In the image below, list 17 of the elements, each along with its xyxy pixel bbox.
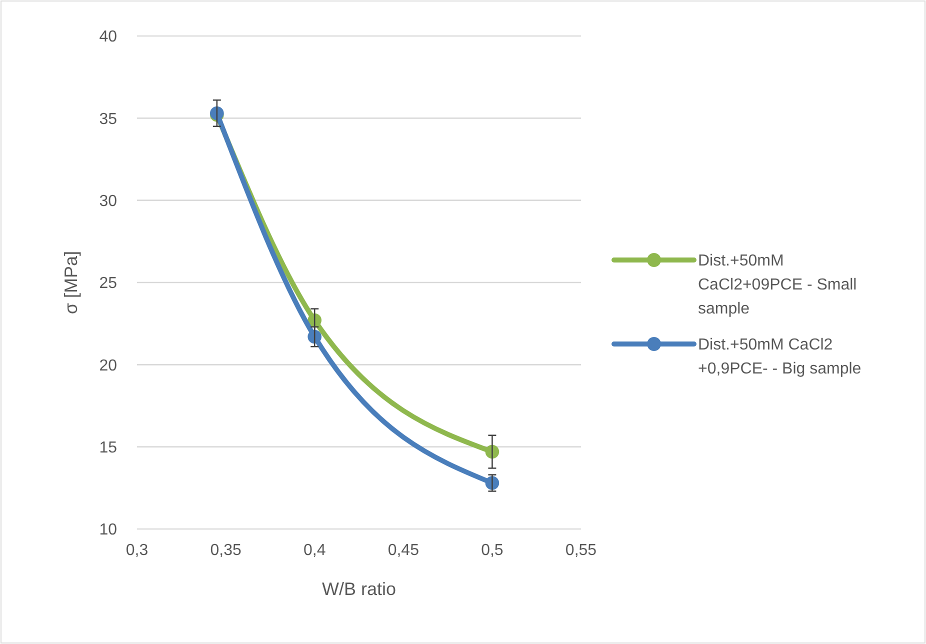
legend-label: Dist.+50mM CaCl2+09PCE - Small sample <box>698 252 857 318</box>
x-tick-label: 0,45 <box>388 542 420 559</box>
x-tick-label: 0,5 <box>481 542 504 559</box>
y-tick-label: 35 <box>99 110 118 128</box>
y-tick-label: 20 <box>99 357 118 374</box>
x-axis-title: W/B ratio <box>322 579 396 599</box>
x-tick-label: 0,35 <box>210 542 242 559</box>
y-tick-label: 25 <box>99 275 118 292</box>
x-tick-label: 0,55 <box>565 542 597 559</box>
y-tick-label: 40 <box>99 28 118 46</box>
y-axis-title: σ [MPa] <box>61 250 81 314</box>
y-tick-label: 15 <box>99 439 118 456</box>
x-tick-label: 0,4 <box>303 542 326 559</box>
x-tick-label: 0,3 <box>126 542 148 559</box>
y-tick-label: 30 <box>99 192 118 210</box>
y-tick-label: 10 <box>99 522 118 539</box>
legend-label: Dist.+50mM CaCl2 +0,9PCE- - Big sample <box>698 336 862 378</box>
